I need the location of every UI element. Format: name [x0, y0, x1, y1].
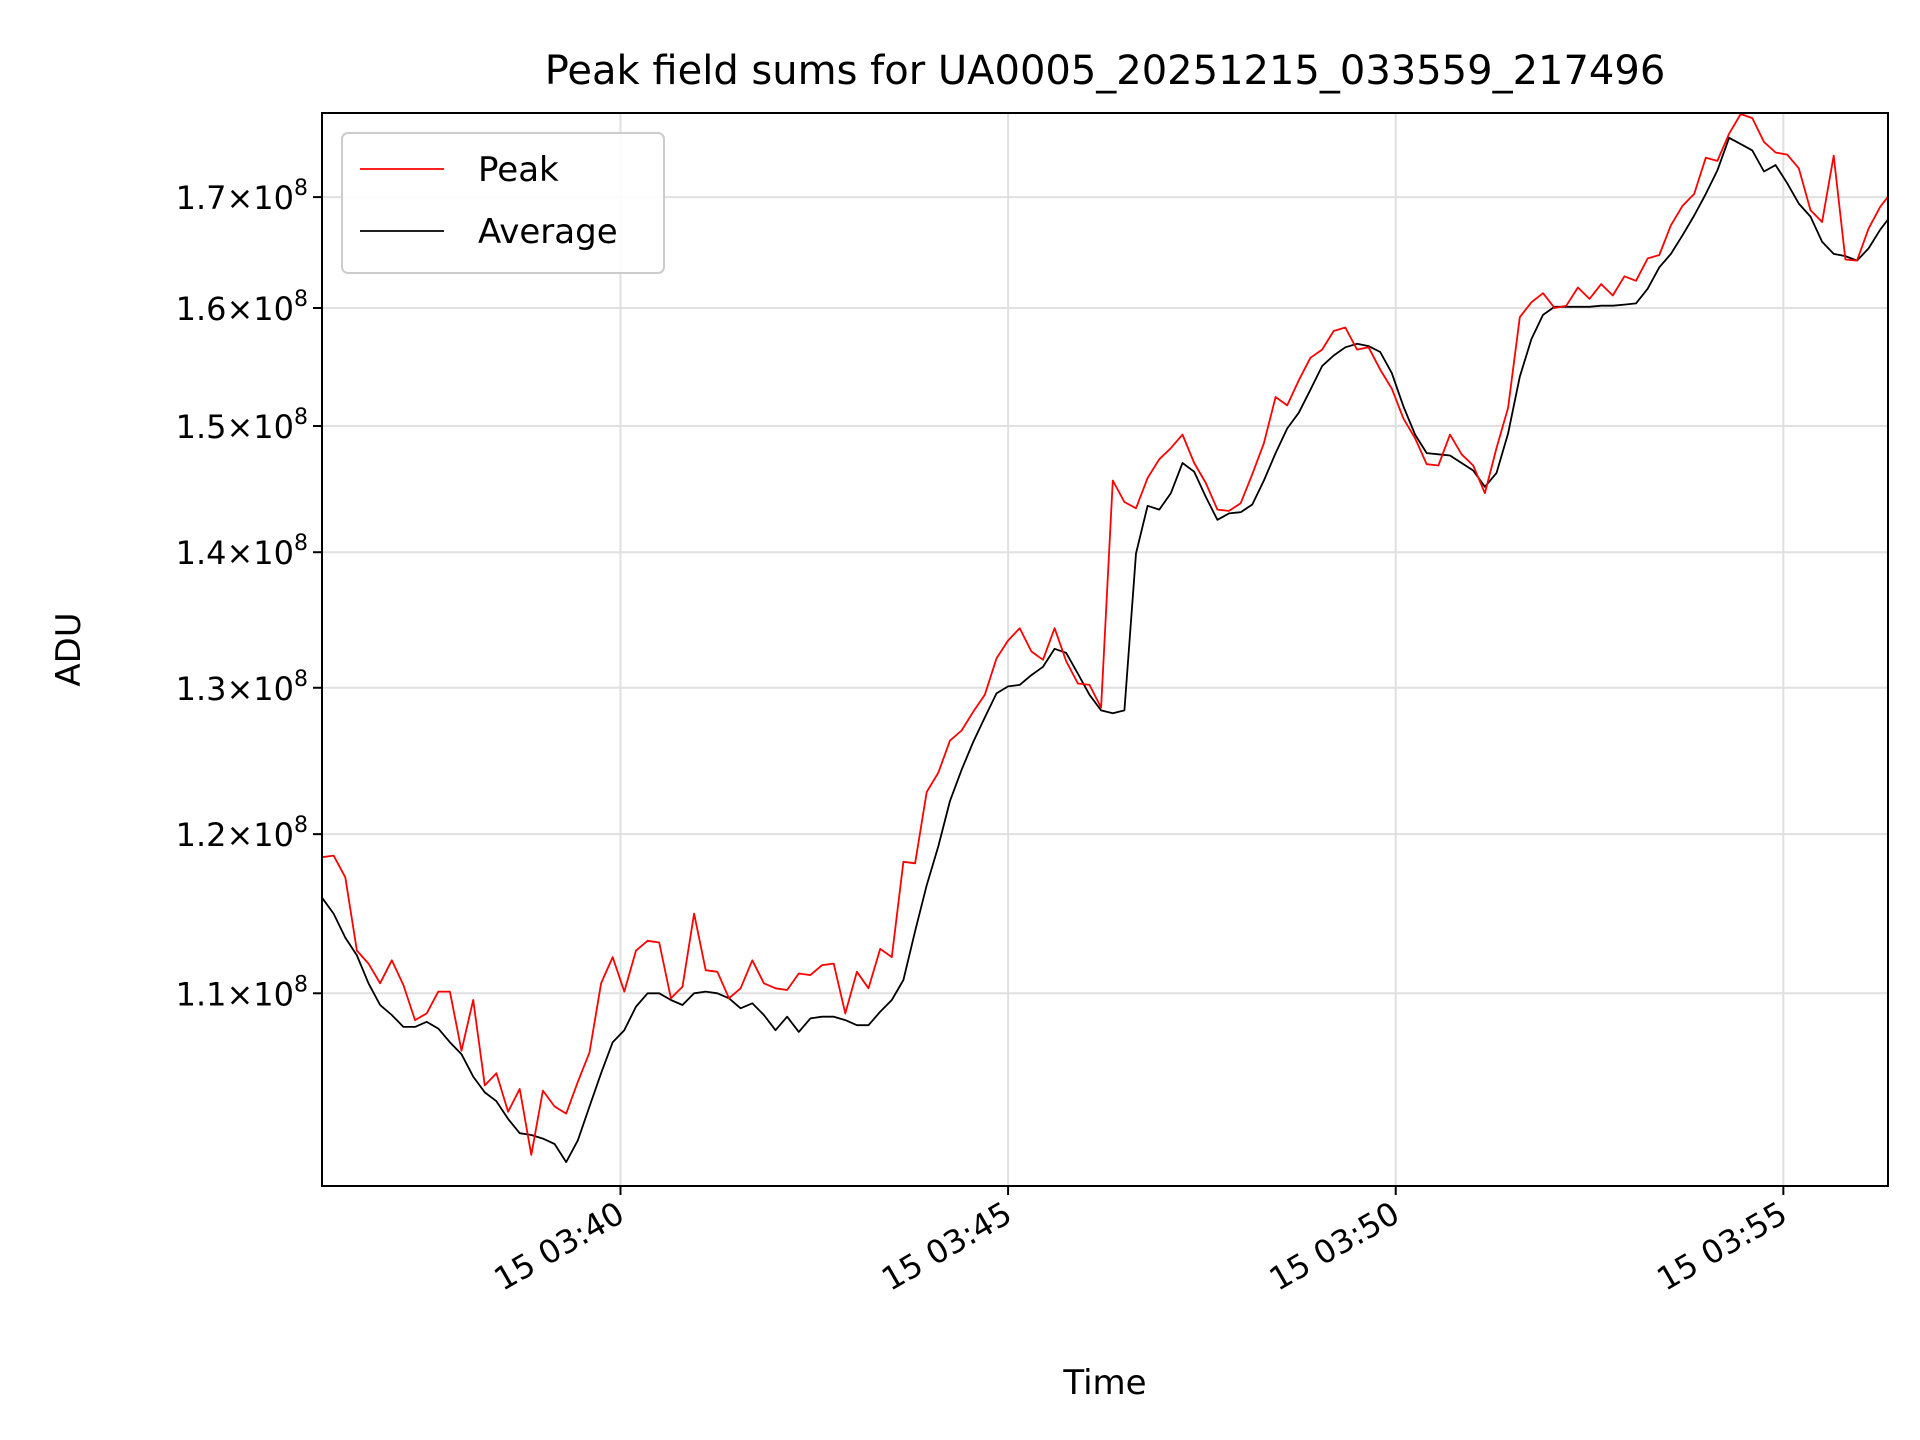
- series-layer: [322, 113, 1888, 1163]
- y-tick-label: 1.5×108: [176, 405, 308, 446]
- y-tick-exponent: 8: [294, 667, 308, 692]
- y-axis-label: ADU: [49, 612, 89, 686]
- y-tick-base: 10: [253, 816, 294, 854]
- y-tick-base: 10: [253, 975, 294, 1013]
- y-tick-times: ×: [226, 975, 253, 1013]
- y-tick-base: 10: [253, 290, 294, 328]
- y-tick-label: 1.4×108: [176, 531, 308, 572]
- y-tick-times: ×: [226, 179, 253, 217]
- legend-label-peak: Peak: [478, 150, 559, 190]
- y-tick-exponent: 8: [294, 972, 308, 997]
- legend-box: [341, 132, 665, 274]
- y-tick-exponent: 8: [294, 176, 308, 201]
- y-tick-mantissa: 1.1: [176, 975, 227, 1013]
- y-tick-label: 1.1×108: [176, 972, 308, 1013]
- legend: Peak Average: [341, 132, 665, 274]
- y-tick-exponent: 8: [294, 531, 308, 556]
- y-tick-mantissa: 1.7: [176, 179, 227, 217]
- y-tick-times: ×: [226, 534, 253, 572]
- y-tick-exponent: 8: [294, 405, 308, 430]
- y-tick-times: ×: [226, 670, 253, 708]
- y-tick-mantissa: 1.4: [176, 534, 227, 572]
- grid: [322, 113, 1888, 1186]
- axes-frame: [321, 112, 1889, 1187]
- y-tick-exponent: 8: [294, 287, 308, 312]
- y-tick-base: 10: [253, 179, 294, 217]
- y-tick-base: 10: [253, 408, 294, 446]
- y-axis: 1.1×1081.2×1081.3×1081.4×1081.5×1081.6×1…: [176, 176, 322, 1013]
- y-tick-base: 10: [253, 670, 294, 708]
- y-tick-mantissa: 1.2: [176, 816, 227, 854]
- series-line-average: [322, 136, 1888, 1163]
- y-tick-label: 1.7×108: [176, 176, 308, 217]
- y-tick-label: 1.6×108: [176, 287, 308, 328]
- y-tick-times: ×: [226, 816, 253, 854]
- legend-label-average: Average: [478, 212, 618, 252]
- y-tick-times: ×: [226, 290, 253, 328]
- y-tick-mantissa: 1.5: [176, 408, 227, 446]
- y-tick-times: ×: [226, 408, 253, 446]
- y-tick-base: 10: [253, 534, 294, 572]
- chart-title: Peak field sums for UA0005_20251215_0335…: [545, 48, 1666, 94]
- y-tick-label: 1.3×108: [176, 667, 308, 708]
- series-line-peak: [322, 113, 1888, 1156]
- x-axis-label: Time: [1062, 1363, 1146, 1403]
- y-tick-exponent: 8: [294, 813, 308, 838]
- y-tick-mantissa: 1.3: [176, 670, 227, 708]
- y-tick-mantissa: 1.6: [176, 290, 227, 328]
- y-tick-label: 1.2×108: [176, 813, 308, 854]
